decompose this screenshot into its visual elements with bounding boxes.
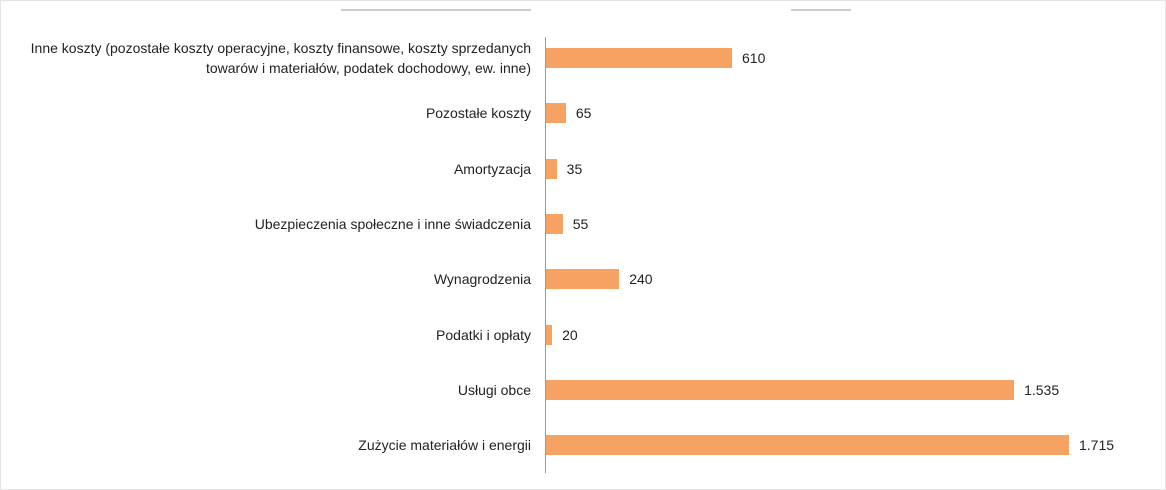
data-label: 55 bbox=[572, 215, 589, 232]
bar bbox=[546, 103, 566, 124]
category-label: Pozostałe koszty bbox=[425, 105, 531, 122]
data-label: 35 bbox=[566, 160, 583, 177]
decoration bbox=[341, 9, 531, 11]
bar bbox=[546, 48, 733, 68]
bar bbox=[546, 213, 563, 234]
category-label: Wynagrodzenia bbox=[433, 271, 531, 288]
data-label: 1.535 bbox=[1024, 381, 1060, 398]
category-label: Usługi obce bbox=[457, 381, 531, 398]
data-label: 610 bbox=[742, 50, 766, 66]
category-label: Podatki i opłaty bbox=[436, 326, 531, 343]
bar bbox=[546, 379, 1015, 400]
decoration bbox=[791, 9, 851, 11]
category-label: Inne koszty (pozostałe koszty operacyjne… bbox=[30, 40, 531, 76]
bar bbox=[546, 324, 553, 345]
bar bbox=[546, 158, 557, 179]
category-label: Zużycie materiałów i energii bbox=[358, 437, 531, 454]
category-label: Ubezpieczenia społeczne i inne świadczen… bbox=[254, 215, 531, 232]
data-label: 1.715 bbox=[1079, 437, 1115, 454]
data-label: 240 bbox=[629, 271, 653, 288]
data-label: 20 bbox=[562, 326, 578, 343]
data-label: 65 bbox=[575, 105, 592, 122]
category-label: Amortyzacja bbox=[453, 160, 531, 177]
bar bbox=[546, 269, 620, 290]
category-axis bbox=[545, 37, 546, 473]
bar bbox=[546, 435, 1069, 456]
